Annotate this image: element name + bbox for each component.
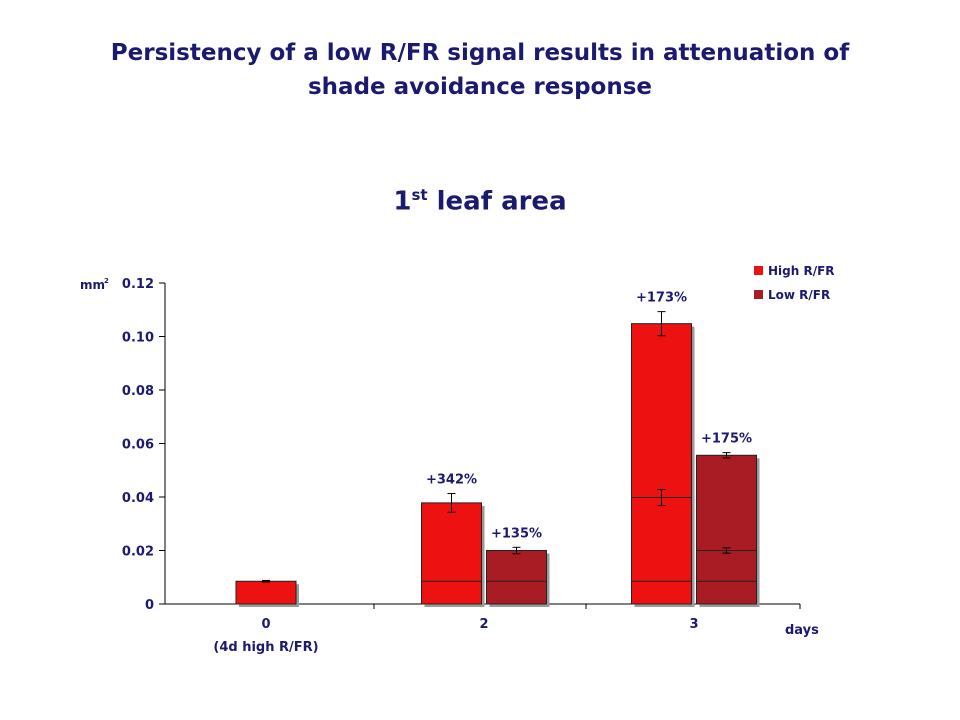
slide-title-line-2: shade avoidance response: [307, 74, 652, 100]
chart-title-text: leaf area: [427, 186, 567, 217]
chart-title-ordinal: st: [411, 186, 428, 204]
bar-annotation: +173%: [636, 291, 687, 306]
y-tick-label: 0.04: [122, 491, 154, 506]
y-tick-label: 0.10: [122, 331, 154, 346]
chart-title: 1st leaf area: [0, 186, 960, 217]
bar: [486, 550, 547, 605]
bar: [235, 580, 297, 605]
y-tick-label: 0.02: [122, 545, 154, 560]
bar: [421, 502, 482, 605]
slide-title: Persistency of a low R/FR signal results…: [0, 36, 960, 104]
legend-swatch: [754, 266, 763, 275]
legend-label: High R/FR: [768, 264, 835, 278]
bar-annotation: +175%: [701, 432, 752, 447]
x-axis-label: days: [785, 623, 819, 638]
bar: [631, 323, 692, 605]
x-tick-label: 3: [689, 617, 698, 632]
legend-label: Low R/FR: [768, 288, 830, 302]
x-tick-label: 2: [479, 617, 488, 632]
slide-title-line-1: Persistency of a low R/FR signal results…: [110, 40, 850, 66]
bar-annotation: +342%: [426, 473, 477, 488]
y-tick-label: 0.12: [122, 277, 154, 292]
chart-title-number: 1: [393, 186, 412, 217]
y-tick-label: 0.08: [122, 384, 154, 399]
y-tick-label: 0: [145, 598, 154, 613]
x-tick-label: 0: [261, 617, 270, 632]
legend-swatch: [754, 290, 763, 299]
y-axis-label: mm: [80, 278, 105, 292]
bar: [696, 454, 757, 605]
y-tick-label: 0.06: [122, 438, 154, 453]
x-tick-sublabel: (4d high R/FR): [213, 640, 318, 655]
y-axis-label-sup: 2: [104, 277, 109, 285]
bar-annotation: +135%: [491, 526, 542, 541]
